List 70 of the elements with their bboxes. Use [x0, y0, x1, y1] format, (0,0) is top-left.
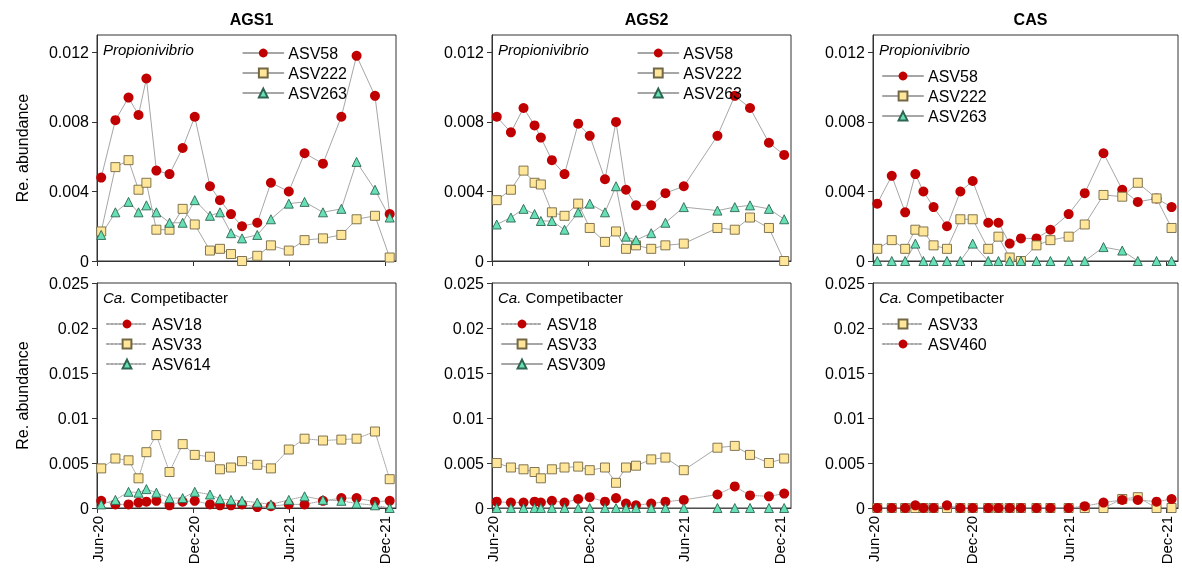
legend-title: Propionivibrio [879, 41, 970, 58]
legend-label: ASV58 [928, 67, 978, 85]
legend-label: ASV222 [288, 64, 348, 82]
y-tick-label: 0.012 [48, 43, 90, 61]
y-tick-label: 0.005 [824, 454, 866, 472]
y-tick-label: 0 [475, 499, 485, 517]
x-tick-label: Dec-21 [1158, 516, 1176, 565]
x-tick-label: Jun-21 [1060, 516, 1078, 562]
y-tick-label: 0 [856, 252, 866, 270]
legend-label: ASV263 [928, 107, 987, 125]
x-tick-label: Dec-20 [962, 516, 980, 565]
legend-label: ASV263 [288, 84, 348, 102]
chart-title: CAS [1013, 10, 1048, 28]
y-tick-label: 0.004 [48, 182, 90, 200]
y-axis-title: Re. abundance [13, 93, 31, 203]
x-tick-label: Dec-21 [771, 516, 789, 565]
y-tick-label: 0.012 [824, 43, 866, 61]
y-tick-label: 0.005 [443, 454, 485, 472]
y-tick-label: 0.008 [443, 113, 485, 131]
chart-title: AGS1 [229, 10, 274, 28]
y-tick-label: 0.012 [443, 43, 485, 61]
y-tick-label: 0.005 [48, 454, 90, 472]
y-tick-label: 0.015 [48, 364, 90, 382]
x-tick-label: Jun-21 [280, 516, 298, 562]
y-tick-label: 0.01 [57, 409, 90, 427]
legend-title: Ca. Competibacter [103, 289, 229, 306]
y-tick-label: 0.025 [443, 274, 485, 292]
y-tick-label: 0 [856, 499, 866, 517]
x-tick-label: Jun-20 [483, 516, 501, 562]
x-tick-label: Jun-21 [675, 516, 693, 562]
y-tick-label: 0.015 [824, 364, 866, 382]
y-tick-label: 0.004 [443, 182, 485, 200]
y-tick-label: 0.01 [452, 409, 485, 427]
legend-title: Ca. Competibacter [498, 289, 624, 306]
legend-label: ASV263 [683, 84, 743, 102]
legend-title: Propionivibrio [498, 41, 589, 58]
legend-label: ASV222 [683, 64, 743, 82]
x-tick-label: Dec-21 [376, 516, 394, 565]
legend-label: ASV222 [928, 87, 987, 105]
y-tick-label: 0.02 [452, 319, 485, 337]
x-tick-label: Jun-20 [864, 516, 882, 562]
y-tick-label: 0.01 [833, 409, 866, 427]
legend-label: ASV309 [547, 355, 606, 373]
y-tick-label: 0 [80, 252, 90, 270]
y-tick-label: 0 [475, 252, 485, 270]
y-tick-label: 0.008 [824, 113, 866, 131]
y-tick-label: 0.004 [824, 182, 866, 200]
legend-label: ASV614 [152, 355, 211, 373]
legend-label: ASV33 [928, 315, 978, 333]
x-tick-label: Dec-20 [579, 516, 597, 565]
x-tick-label: Jun-20 [88, 516, 106, 562]
y-tick-label: 0.015 [443, 364, 485, 382]
y-tick-label: 0.025 [48, 274, 90, 292]
y-tick-label: 0.008 [48, 113, 90, 131]
legend-label: ASV33 [152, 335, 202, 353]
legend-label: ASV460 [928, 335, 987, 353]
y-axis-title: Re. abundance [13, 341, 31, 450]
y-tick-label: 0 [80, 499, 90, 517]
legend-label: ASV33 [547, 335, 597, 353]
x-tick-label: Dec-20 [184, 516, 202, 565]
y-tick-label: 0.02 [57, 319, 90, 337]
legend-label: ASV18 [547, 315, 597, 333]
legend-label: ASV18 [152, 315, 202, 333]
legend-title: Propionivibrio [103, 41, 194, 58]
y-tick-label: 0.025 [824, 274, 866, 292]
legend-label: ASV58 [683, 44, 734, 62]
y-tick-label: 0.02 [833, 319, 866, 337]
chart-title: AGS2 [624, 10, 669, 28]
legend-title: Ca. Competibacter [879, 289, 1005, 306]
legend-label: ASV58 [288, 44, 339, 62]
